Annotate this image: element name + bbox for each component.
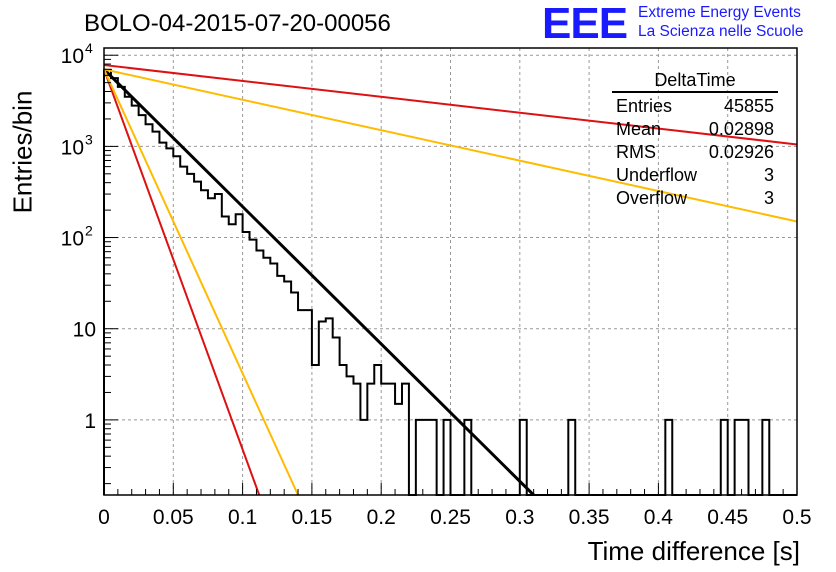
x-tick-label: 0.5 [782, 506, 811, 529]
x-axis-title: Time difference [s] [587, 536, 800, 566]
stats-label: Overflow [616, 188, 688, 208]
curve-fit [102, 68, 535, 497]
logo-line-2: La Scienza nelle Scuole [638, 23, 804, 40]
x-tick-label: 0.45 [707, 506, 748, 529]
histogram-deltatime [103, 68, 797, 496]
x-tick-label: 0.15 [291, 506, 332, 529]
x-tick-label: 0.3 [505, 506, 534, 529]
stats-label: Underflow [616, 165, 698, 185]
curve-orange-slow [103, 68, 798, 223]
y-tick-exponent: 3 [85, 131, 93, 147]
y-tick-label: 10 [73, 319, 96, 342]
stats-value: 3 [763, 165, 774, 185]
curve-orange-fast [103, 68, 299, 496]
y-tick-exponent: 2 [85, 223, 93, 239]
curve-red-slow [103, 64, 798, 146]
logo-caption: Extreme Energy Events La Scienza nelle S… [638, 3, 803, 41]
stats-row-overflow: Overflow 3 [612, 187, 778, 210]
y-tick-label: 10 [61, 45, 84, 68]
y-tick-label: 10 [61, 136, 84, 159]
x-tick-label: 0.25 [430, 506, 471, 529]
logo-line-1: Extreme Energy Events [638, 4, 801, 21]
stats-title: DeltaTime [612, 70, 778, 93]
stats-value: 0.02926 [708, 142, 774, 162]
stats-label: Mean [616, 119, 662, 139]
y-axis-title: Entries/bin [8, 91, 38, 214]
stats-row-underflow: Underflow 3 [612, 164, 778, 187]
stats-row-rms: RMS 0.02926 [612, 141, 778, 164]
x-tick-label: 0.4 [644, 506, 674, 529]
x-tick-label: 0.1 [228, 506, 257, 529]
eee-logo: EEE [542, 0, 628, 48]
x-tick-label: 0.35 [569, 506, 610, 529]
stats-label: RMS [616, 142, 656, 162]
y-tick-label: 1 [84, 410, 96, 433]
stats-row-entries: Entries 45855 [612, 95, 778, 118]
y-tick-label: 10 [61, 228, 84, 251]
stats-value: 0.02898 [708, 119, 774, 139]
stats-value: 45855 [723, 96, 774, 116]
y-tick-exponent: 4 [85, 40, 93, 56]
stats-label: Entries [616, 96, 673, 116]
stats-box: DeltaTime Entries 45855 Mean 0.02898 RMS 0.… [612, 70, 778, 210]
plot-title: BOLO-04-2015-07-20-00056 [84, 10, 391, 37]
x-tick-label: 0.05 [153, 506, 194, 529]
curve-red-fast [103, 68, 261, 496]
x-tick-label: 0.2 [367, 506, 396, 529]
stats-value: 3 [763, 188, 774, 208]
y-axis-title-text: Entries/bin [7, 90, 38, 214]
x-tick-label: 0 [98, 506, 110, 529]
stats-row-mean: Mean 0.02898 [612, 118, 778, 141]
